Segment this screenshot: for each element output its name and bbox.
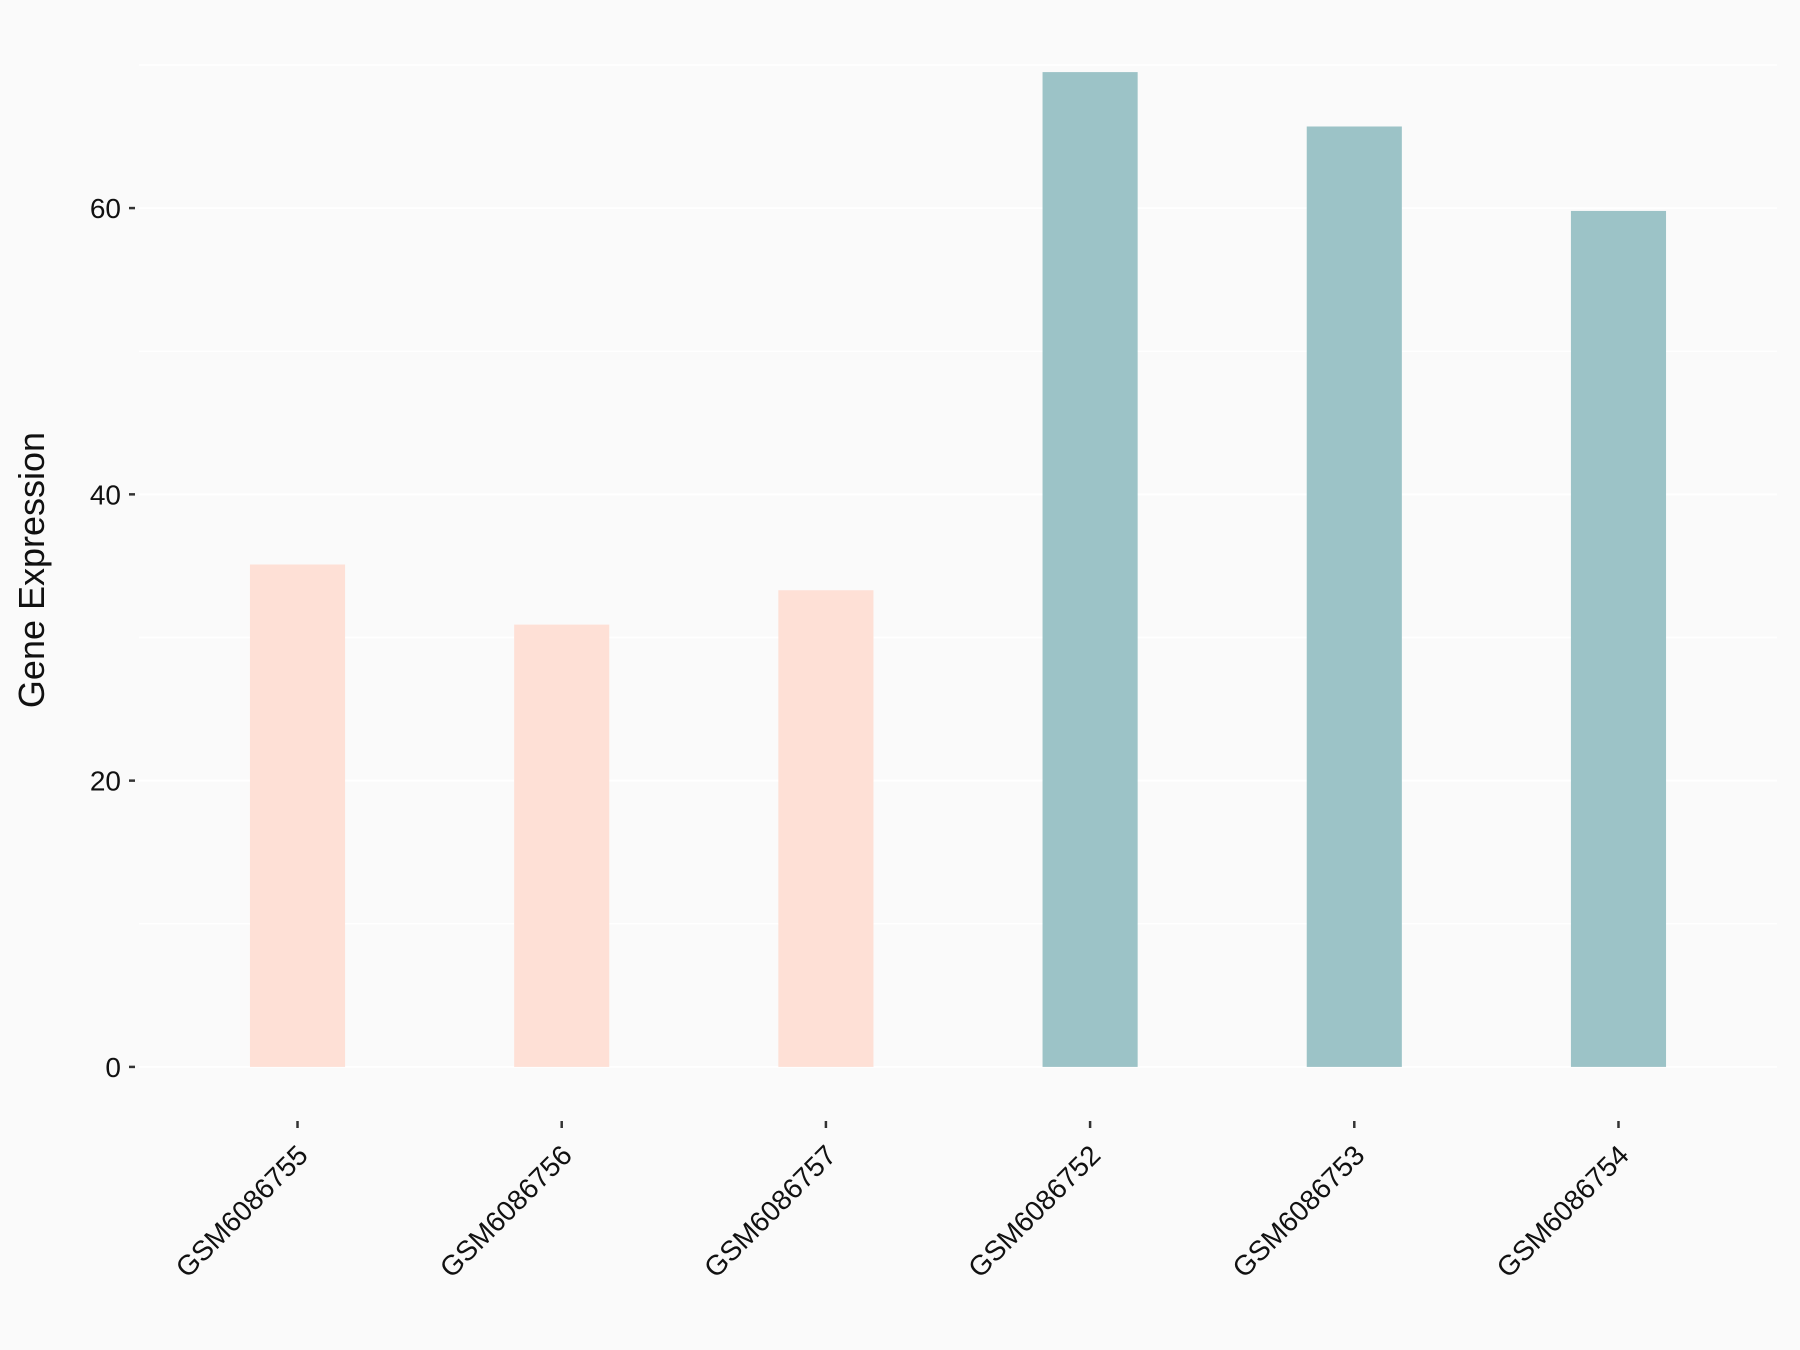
bar: [1570, 210, 1667, 1067]
y-tick-label: 0: [105, 1052, 121, 1083]
x-tick-label: GSM6086752: [962, 1139, 1106, 1283]
bar: [778, 590, 874, 1067]
bar: [514, 624, 610, 1067]
bar: [249, 564, 346, 1067]
bar: [1042, 72, 1138, 1067]
x-tick-label: GSM6086754: [1491, 1139, 1635, 1283]
x-tick-label: GSM6086756: [434, 1139, 578, 1283]
x-tick-label: GSM6086757: [698, 1139, 842, 1283]
y-tick-label: 40: [90, 479, 121, 510]
bar: [1306, 126, 1402, 1067]
x-tick-label: GSM6086753: [1226, 1139, 1370, 1283]
y-axis-title: Gene Expression: [11, 432, 52, 708]
y-tick-label: 60: [90, 193, 121, 224]
y-tick-label: 20: [90, 766, 121, 797]
x-tick-label: GSM6086755: [170, 1139, 314, 1283]
